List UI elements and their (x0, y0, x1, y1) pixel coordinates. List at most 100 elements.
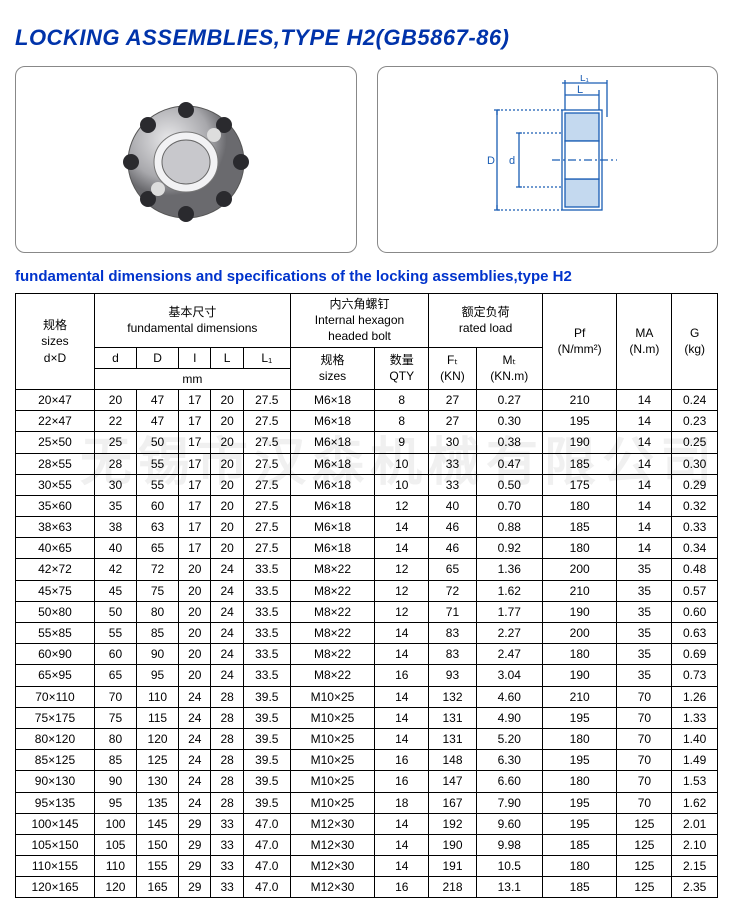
table-row: 42×724272202433.5M8×2212651.36200350.48 (16, 559, 718, 580)
cell-L: 33 (211, 877, 243, 898)
cell-MA: 14 (617, 389, 672, 410)
th-d: d (94, 347, 136, 368)
cell-d: 45 (94, 580, 136, 601)
th-Mt: Mₜ (KN.m) (476, 347, 542, 389)
cell-I: 17 (179, 453, 211, 474)
cell-bolt: M12×30 (290, 834, 375, 855)
cell-qty: 14 (375, 707, 429, 728)
cell-Ft: 132 (429, 686, 476, 707)
cell-I: 20 (179, 580, 211, 601)
th-Mt1: Mₜ (481, 352, 538, 368)
cell-Pf: 185 (542, 877, 617, 898)
cell-dxD: 100×145 (16, 813, 95, 834)
table-row: 38×633863172027.5M6×1814460.88185140.33 (16, 517, 718, 538)
cell-G: 0.57 (672, 580, 718, 601)
cell-I: 20 (179, 601, 211, 622)
cell-L1: 27.5 (243, 453, 290, 474)
cell-d: 110 (94, 856, 136, 877)
table-row: 25×502550172027.5M6×189300.38190140.25 (16, 432, 718, 453)
cell-L: 20 (211, 411, 243, 432)
cell-d: 120 (94, 877, 136, 898)
cell-bolt: M10×25 (290, 792, 375, 813)
cell-D: 130 (137, 771, 179, 792)
table-row: 40×654065172027.5M6×1814460.92180140.34 (16, 538, 718, 559)
cell-bolt: M6×18 (290, 517, 375, 538)
cell-qty: 14 (375, 623, 429, 644)
table-body: 20×472047172027.5M6×188270.27210140.2422… (16, 389, 718, 898)
th-mm: mm (94, 368, 290, 389)
cell-L1: 33.5 (243, 665, 290, 686)
cell-G: 0.63 (672, 623, 718, 644)
cell-L1: 33.5 (243, 580, 290, 601)
cell-qty: 16 (375, 750, 429, 771)
cell-Mt: 9.98 (476, 834, 542, 855)
cell-Ft: 33 (429, 453, 476, 474)
cell-bolt: M8×22 (290, 665, 375, 686)
cell-Ft: 147 (429, 771, 476, 792)
cell-Ft: 190 (429, 834, 476, 855)
th-load: 额定负荷 rated load (429, 294, 543, 348)
image-row: D d L L₁ (15, 66, 718, 253)
cell-qty: 10 (375, 474, 429, 495)
cell-I: 17 (179, 495, 211, 516)
cell-D: 47 (137, 389, 179, 410)
label-d: d (509, 155, 515, 167)
cell-D: 55 (137, 453, 179, 474)
cell-Mt: 6.30 (476, 750, 542, 771)
cell-Pf: 195 (542, 813, 617, 834)
th-sizes-en: sizes (20, 333, 90, 349)
th-sizes-sub: d×D (20, 350, 90, 366)
cell-qty: 10 (375, 453, 429, 474)
cell-Pf: 175 (542, 474, 617, 495)
cell-G: 0.30 (672, 453, 718, 474)
cell-D: 120 (137, 728, 179, 749)
cell-MA: 35 (617, 665, 672, 686)
cell-Mt: 0.92 (476, 538, 542, 559)
table-row: 65×956595202433.5M8×2216933.04190350.73 (16, 665, 718, 686)
cell-Pf: 210 (542, 389, 617, 410)
cell-bolt: M6×18 (290, 432, 375, 453)
spec-table: 规格 sizes d×D 基本尺寸 fundamental dimensions… (15, 293, 718, 898)
cell-dxD: 45×75 (16, 580, 95, 601)
cell-G: 1.62 (672, 792, 718, 813)
cell-Pf: 210 (542, 580, 617, 601)
cell-D: 60 (137, 495, 179, 516)
cell-Ft: 192 (429, 813, 476, 834)
cell-d: 100 (94, 813, 136, 834)
th-fund-en: fundamental dimensions (99, 320, 286, 336)
cell-Mt: 0.47 (476, 453, 542, 474)
cell-d: 50 (94, 601, 136, 622)
cell-dxD: 55×85 (16, 623, 95, 644)
cell-Mt: 7.90 (476, 792, 542, 813)
cell-D: 155 (137, 856, 179, 877)
cell-d: 20 (94, 389, 136, 410)
cell-Ft: 27 (429, 389, 476, 410)
cell-d: 30 (94, 474, 136, 495)
cell-qty: 8 (375, 411, 429, 432)
cell-Mt: 3.04 (476, 665, 542, 686)
cell-D: 135 (137, 792, 179, 813)
cell-MA: 14 (617, 432, 672, 453)
cell-MA: 14 (617, 474, 672, 495)
cell-I: 24 (179, 728, 211, 749)
cell-dxD: 60×90 (16, 644, 95, 665)
cell-dxD: 20×47 (16, 389, 95, 410)
cell-dxD: 50×80 (16, 601, 95, 622)
cell-dxD: 80×120 (16, 728, 95, 749)
cell-L1: 47.0 (243, 834, 290, 855)
cell-I: 29 (179, 877, 211, 898)
cell-MA: 35 (617, 580, 672, 601)
th-G: G (kg) (672, 294, 718, 390)
cell-L1: 39.5 (243, 771, 290, 792)
cell-Pf: 180 (542, 644, 617, 665)
cell-MA: 70 (617, 750, 672, 771)
cell-d: 25 (94, 432, 136, 453)
cell-Mt: 10.5 (476, 856, 542, 877)
cell-Pf: 200 (542, 559, 617, 580)
label-L1: L₁ (580, 75, 590, 84)
cell-I: 17 (179, 538, 211, 559)
cell-L1: 27.5 (243, 474, 290, 495)
cell-D: 165 (137, 877, 179, 898)
th-bolt: 内六角螺钉 Internal hexagon headed bolt (290, 294, 429, 348)
th-G1: G (676, 325, 713, 341)
